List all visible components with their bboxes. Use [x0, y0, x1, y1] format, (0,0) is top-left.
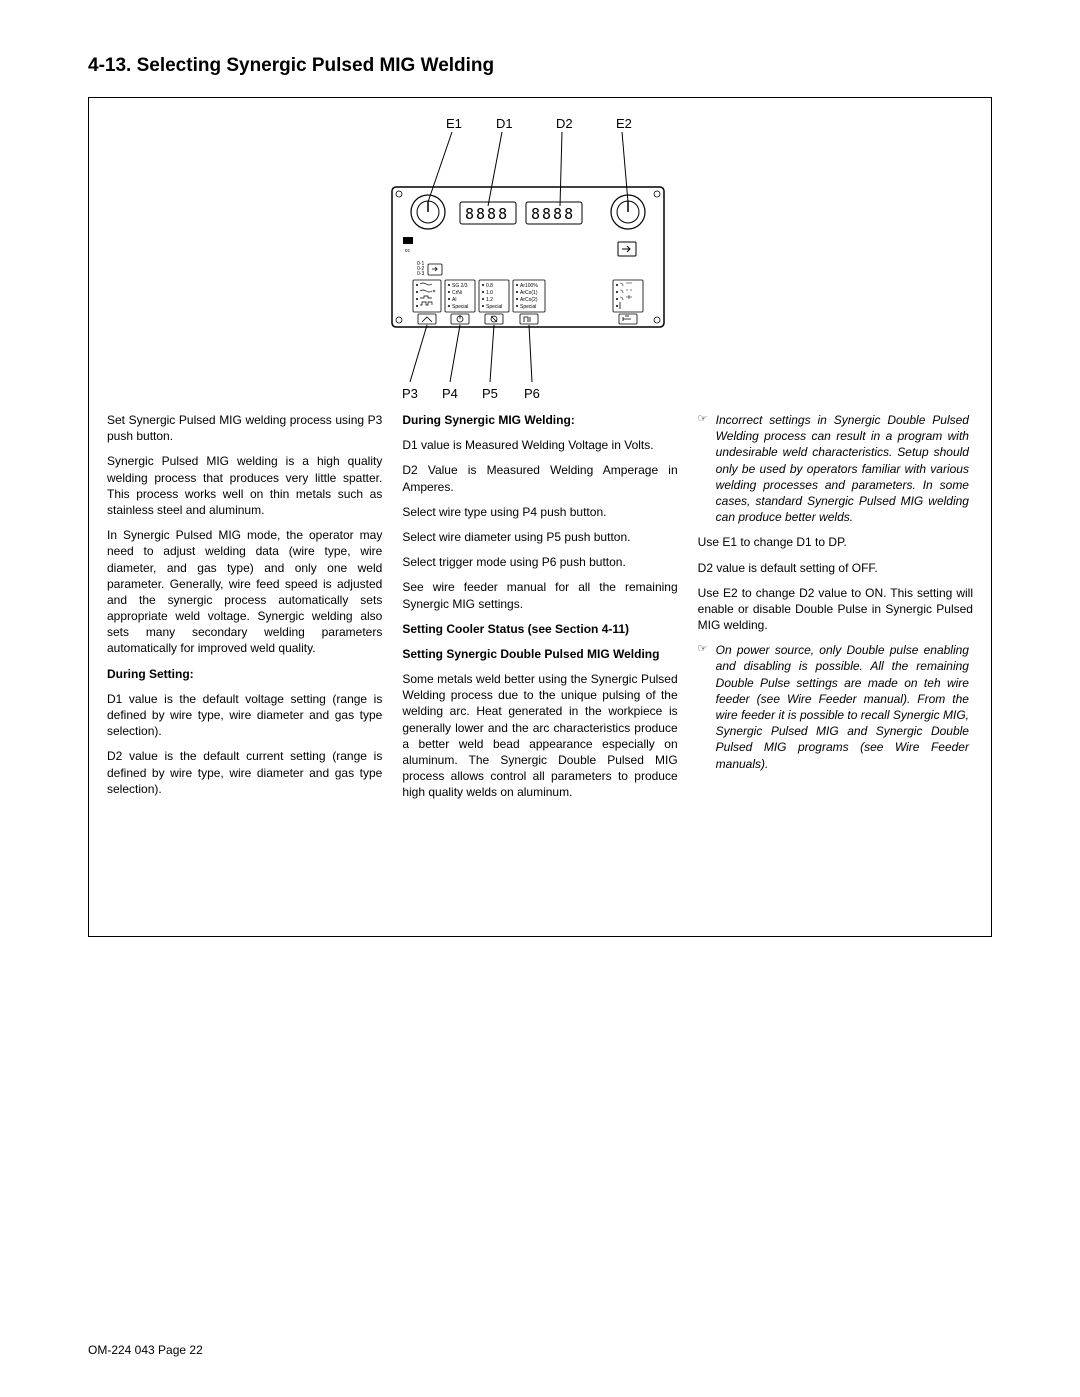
page-footer: OM-224 043 Page 22	[88, 1343, 203, 1357]
text-columns: Set Synergic Pulsed MIG welding process …	[107, 412, 973, 810]
content-box: E1 D1 D2 E2	[88, 97, 992, 937]
c2-h2: Setting Cooler Status (see Section 4-11)	[402, 621, 677, 637]
column-2: During Synergic MIG Welding: D1 value is…	[402, 412, 677, 810]
svg-text:Ar100%: Ar100%	[520, 283, 538, 289]
c2-p5: Select trigger mode using P6 push button…	[402, 554, 677, 570]
c1-p3: In Synergic Pulsed MIG mode, the operato…	[107, 527, 382, 657]
svg-text:8888: 8888	[465, 205, 509, 223]
section-title: 4-13. Selecting Synergic Pulsed MIG Weld…	[88, 55, 992, 77]
label-d1: D1	[496, 116, 513, 131]
label-d2: D2	[556, 116, 573, 131]
push-buttons	[418, 314, 637, 324]
c3-note2: ☞On power source, only Double pulse enab…	[698, 642, 973, 772]
c2-h3: Setting Synergic Double Pulsed MIG Weldi…	[402, 646, 677, 662]
c1-p1: Set Synergic Pulsed MIG welding process …	[107, 412, 382, 444]
svg-text:cc: cc	[405, 248, 411, 254]
svg-text:0·3: 0·3	[417, 271, 424, 277]
display-d1: 8888	[460, 202, 516, 224]
display-d2: 8888	[526, 202, 582, 224]
control-panel-diagram: E1 D1 D2 E2	[360, 112, 720, 412]
knob-e1	[411, 195, 445, 229]
c2-p3: Select wire type using P4 push button.	[402, 504, 677, 520]
c2-p6: See wire feeder manual for all the remai…	[402, 579, 677, 611]
label-p5: P5	[482, 386, 498, 401]
label-e1: E1	[446, 116, 462, 131]
svg-text:0.8: 0.8	[486, 283, 493, 289]
svg-text:Al: Al	[452, 297, 456, 303]
svg-text:8888: 8888	[531, 205, 575, 223]
svg-text:1.2: 1.2	[486, 297, 493, 303]
c3-note2-body: On power source, only Double pulse enabl…	[716, 642, 969, 772]
svg-text:Special: Special	[520, 304, 536, 310]
label-p3: P3	[402, 386, 418, 401]
note-icon: ☞	[698, 412, 716, 427]
svg-text:CrNi: CrNi	[452, 290, 462, 296]
svg-text:Special: Special	[452, 304, 468, 310]
label-p4: P4	[442, 386, 458, 401]
c1-h1: During Setting:	[107, 666, 382, 682]
svg-text:SG 2/3: SG 2/3	[452, 283, 468, 289]
c2-h1: During Synergic MIG Welding:	[402, 412, 677, 428]
c1-p2: Synergic Pulsed MIG welding is a high qu…	[107, 453, 382, 518]
c2-p4: Select wire diameter using P5 push butto…	[402, 529, 677, 545]
c3-note1: ☞Incorrect settings in Synergic Double P…	[698, 412, 973, 525]
svg-text:ArCo(2): ArCo(2)	[520, 297, 538, 303]
column-1: Set Synergic Pulsed MIG welding process …	[107, 412, 382, 810]
c2-p2: D2 Value is Measured Welding Amperage in…	[402, 462, 677, 494]
note-icon: ☞	[698, 642, 716, 657]
c3-p1: Use E1 to change D1 to DP.	[698, 534, 973, 550]
c1-p4: D1 value is the default voltage setting …	[107, 691, 382, 740]
c3-p2: D2 value is default setting of OFF.	[698, 560, 973, 576]
c3-note1-body: Incorrect settings in Synergic Double Pu…	[716, 412, 969, 525]
svg-text:Special: Special	[486, 304, 502, 310]
label-e2: E2	[616, 116, 632, 131]
svg-text:ArCo(1): ArCo(1)	[520, 290, 538, 296]
diagram-area: E1 D1 D2 E2	[107, 112, 973, 412]
left-indicator-group: cc 0·1 0·2 0·3	[403, 237, 442, 277]
c2-p1: D1 value is Measured Welding Voltage in …	[402, 437, 677, 453]
c2-p7: Some metals weld better using the Synerg…	[402, 671, 677, 801]
c1-p5: D2 value is the default current setting …	[107, 748, 382, 797]
label-p6: P6	[524, 386, 540, 401]
svg-text:1.0: 1.0	[486, 290, 493, 296]
column-3: ☞Incorrect settings in Synergic Double P…	[698, 412, 973, 810]
c3-p3: Use E2 to change D2 value to ON. This se…	[698, 585, 973, 634]
